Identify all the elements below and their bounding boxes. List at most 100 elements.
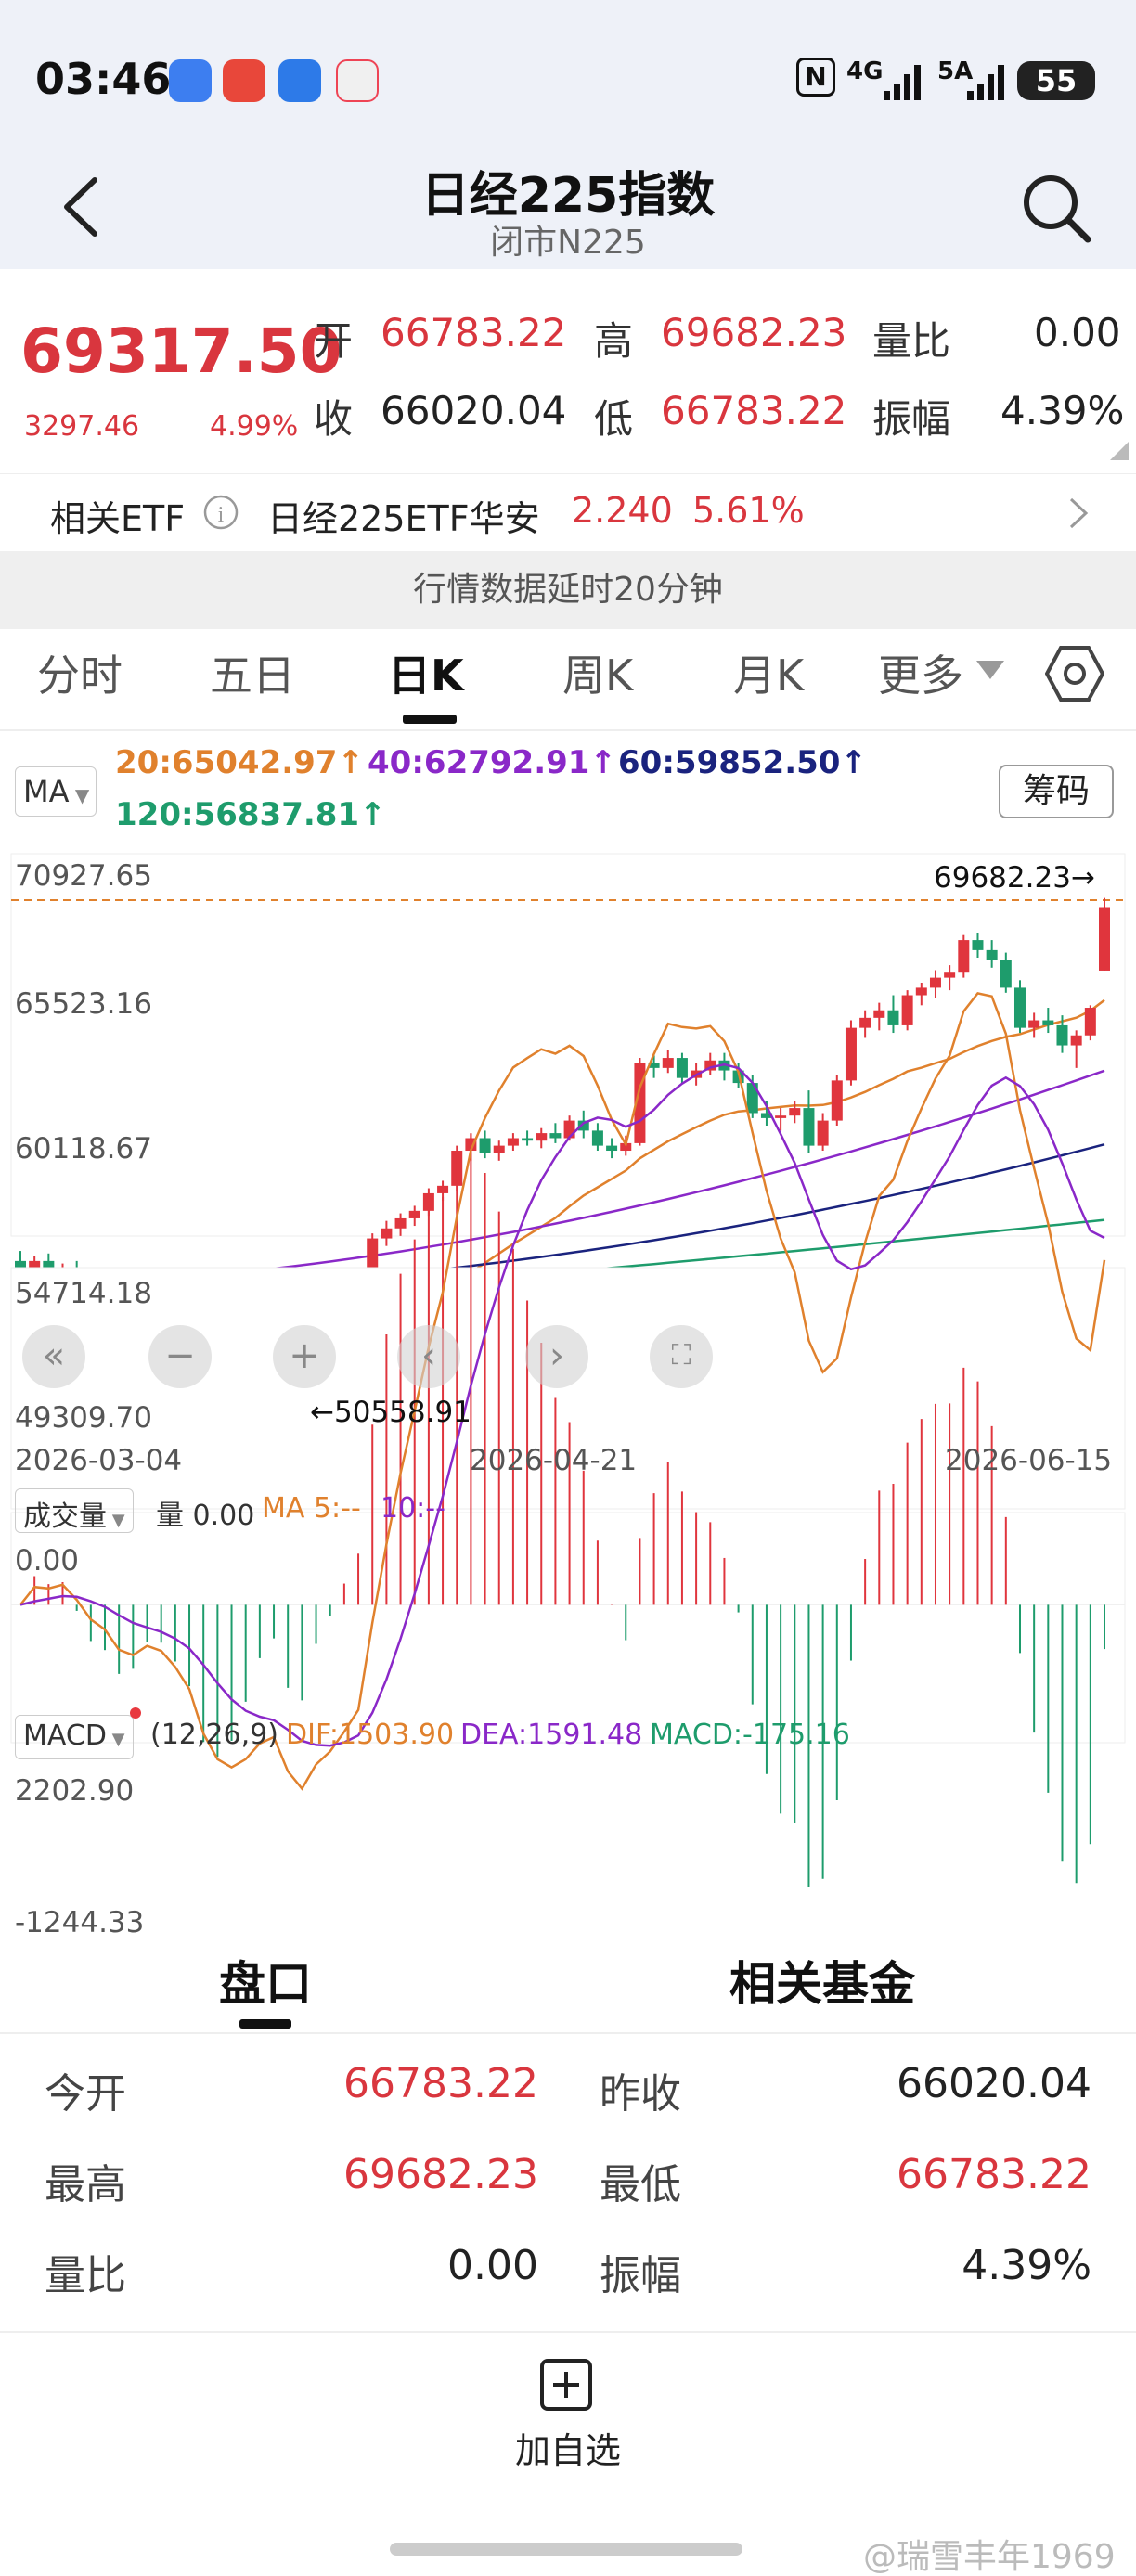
today-open-value: 66783.22: [343, 2060, 538, 2107]
tab-order-book[interactable]: 盘口: [219, 1957, 312, 2011]
page-subtitle: 闭市N225: [490, 224, 646, 262]
candle-body: [1028, 1020, 1040, 1028]
expand-corner-icon[interactable]: [1110, 442, 1129, 460]
candle-body: [845, 1027, 857, 1081]
volume-y-axis: 0.00: [15, 1544, 80, 1578]
kline-chart[interactable]: [0, 731, 1136, 1938]
y-axis-3: 60118.67: [15, 1132, 152, 1166]
add-watchlist-icon[interactable]: [538, 2357, 594, 2413]
candle-body: [1099, 907, 1110, 971]
fullscreen-button[interactable]: ⛶: [650, 1325, 713, 1388]
prev-close-value: 66020.04: [381, 388, 567, 433]
candle-body: [522, 1138, 534, 1141]
dropdown-triangle-icon[interactable]: [976, 661, 1004, 681]
candle-body: [944, 972, 956, 978]
candle-body: [549, 1133, 562, 1139]
info-icon[interactable]: i: [202, 494, 239, 531]
candle-body: [536, 1133, 548, 1141]
tab-intraday[interactable]: 分时: [37, 650, 123, 701]
bottom-tab-indicator: [239, 2019, 291, 2029]
footer-bar: [0, 2331, 1136, 2576]
candle-body: [986, 949, 998, 960]
chevron-right-icon[interactable]: [1067, 496, 1090, 531]
open-label: 开: [314, 318, 354, 364]
etf-pct: 5.61%: [692, 490, 805, 531]
candle-body: [479, 1138, 491, 1153]
search-icon[interactable]: [1019, 171, 1093, 245]
active-tab-indicator: [403, 715, 457, 724]
low-marker: ←50558.91: [310, 1396, 471, 1429]
lowest-value: 66783.22: [897, 2151, 1091, 2198]
x-axis-start: 2026-03-04: [15, 1444, 183, 1477]
amplitude-info-label: 振幅: [600, 2252, 681, 2299]
macd-selector[interactable]: MACD ▼: [15, 1715, 134, 1759]
volume-ratio-label: 量比: [45, 2252, 126, 2299]
tab-five-day[interactable]: 五日: [210, 650, 295, 701]
ma-selector[interactable]: MA ▼: [15, 766, 97, 817]
macd-dea: DEA:1591.48: [460, 1719, 643, 1751]
candle-body: [704, 1060, 716, 1071]
candle-body: [915, 987, 927, 996]
candle-body: [929, 977, 941, 988]
zoom-out-button[interactable]: −: [148, 1325, 212, 1388]
period-tabs: [0, 629, 1136, 731]
candle-body: [1056, 1024, 1068, 1046]
related-etf-row[interactable]: [0, 473, 1136, 551]
volume-value: 量 0.00: [156, 1500, 255, 1532]
zoom-in-button[interactable]: +: [273, 1325, 336, 1388]
open-value: 66783.22: [381, 310, 567, 355]
low-value: 66783.22: [661, 388, 847, 433]
ma60-value: 60:59852.50↑: [618, 744, 867, 781]
tab-daily-k[interactable]: 日K: [388, 650, 464, 701]
svg-text:i: i: [218, 503, 225, 527]
macd-y-bottom: -1244.33: [15, 1906, 145, 1939]
candle-body: [422, 1192, 434, 1211]
tab-weekly-k[interactable]: 周K: [562, 650, 634, 701]
ma40-value: 40:62792.91↑: [368, 744, 616, 781]
vol-ratio-label: 量比: [872, 318, 951, 364]
candle-body: [394, 1217, 407, 1229]
dea-line: [19, 1063, 1105, 1747]
chips-button[interactable]: 筹码: [999, 765, 1114, 818]
scroll-right-button[interactable]: ›: [525, 1325, 588, 1388]
volume-selector[interactable]: 成交量 ▼: [15, 1488, 134, 1533]
jump-start-button[interactable]: «: [22, 1325, 85, 1388]
order-book-table: [0, 2032, 1136, 2329]
tab-monthly-k[interactable]: 月K: [733, 650, 805, 701]
page-title: 日经225指数: [420, 168, 716, 224]
macd-y-top: 2202.90: [15, 1774, 135, 1808]
candle-body: [620, 1142, 632, 1152]
low-label: 低: [594, 396, 634, 442]
etf-name: 日经225ETF华安: [267, 498, 540, 539]
candle-body: [408, 1210, 420, 1218]
highest-value: 69682.23: [343, 2151, 538, 2198]
watermark: @瑞雪丰年1969: [863, 2538, 1116, 2576]
add-watchlist-label[interactable]: 加自选: [514, 2430, 621, 2471]
high-marker: 69682.23→: [934, 861, 1095, 895]
candle-body: [437, 1185, 449, 1193]
etf-label: 相关ETF: [50, 498, 186, 539]
candle-body: [1042, 1020, 1054, 1025]
etf-price: 2.240: [572, 490, 673, 531]
back-arrow-icon[interactable]: [58, 174, 102, 239]
signal-bars-icon: [884, 65, 921, 100]
scroll-left-button[interactable]: ‹: [397, 1325, 460, 1388]
x-axis-mid: 2026-04-21: [470, 1444, 638, 1477]
home-indicator[interactable]: [390, 2543, 742, 2556]
candle-body: [887, 1010, 899, 1025]
macd-value: MACD:-175.16: [650, 1719, 850, 1751]
candle-body: [648, 1063, 660, 1068]
settings-hexagon-icon[interactable]: [1045, 644, 1104, 703]
x-axis-end: 2026-06-15: [945, 1444, 1113, 1477]
tab-more[interactable]: 更多: [878, 650, 963, 701]
amplitude-value: 4.39%: [1000, 388, 1125, 433]
y-axis-4: 54714.18: [15, 1277, 152, 1310]
amplitude-label: 振幅: [872, 396, 951, 442]
candle-body: [1084, 1008, 1096, 1036]
y-axis-top: 70927.65: [15, 859, 152, 893]
lowest-label: 最低: [600, 2161, 681, 2209]
y-axis-2: 65523.16: [15, 987, 152, 1021]
missed-call-icon: [223, 59, 265, 102]
tab-related-funds[interactable]: 相关基金: [729, 1957, 915, 2011]
candle-body: [789, 1108, 801, 1116]
